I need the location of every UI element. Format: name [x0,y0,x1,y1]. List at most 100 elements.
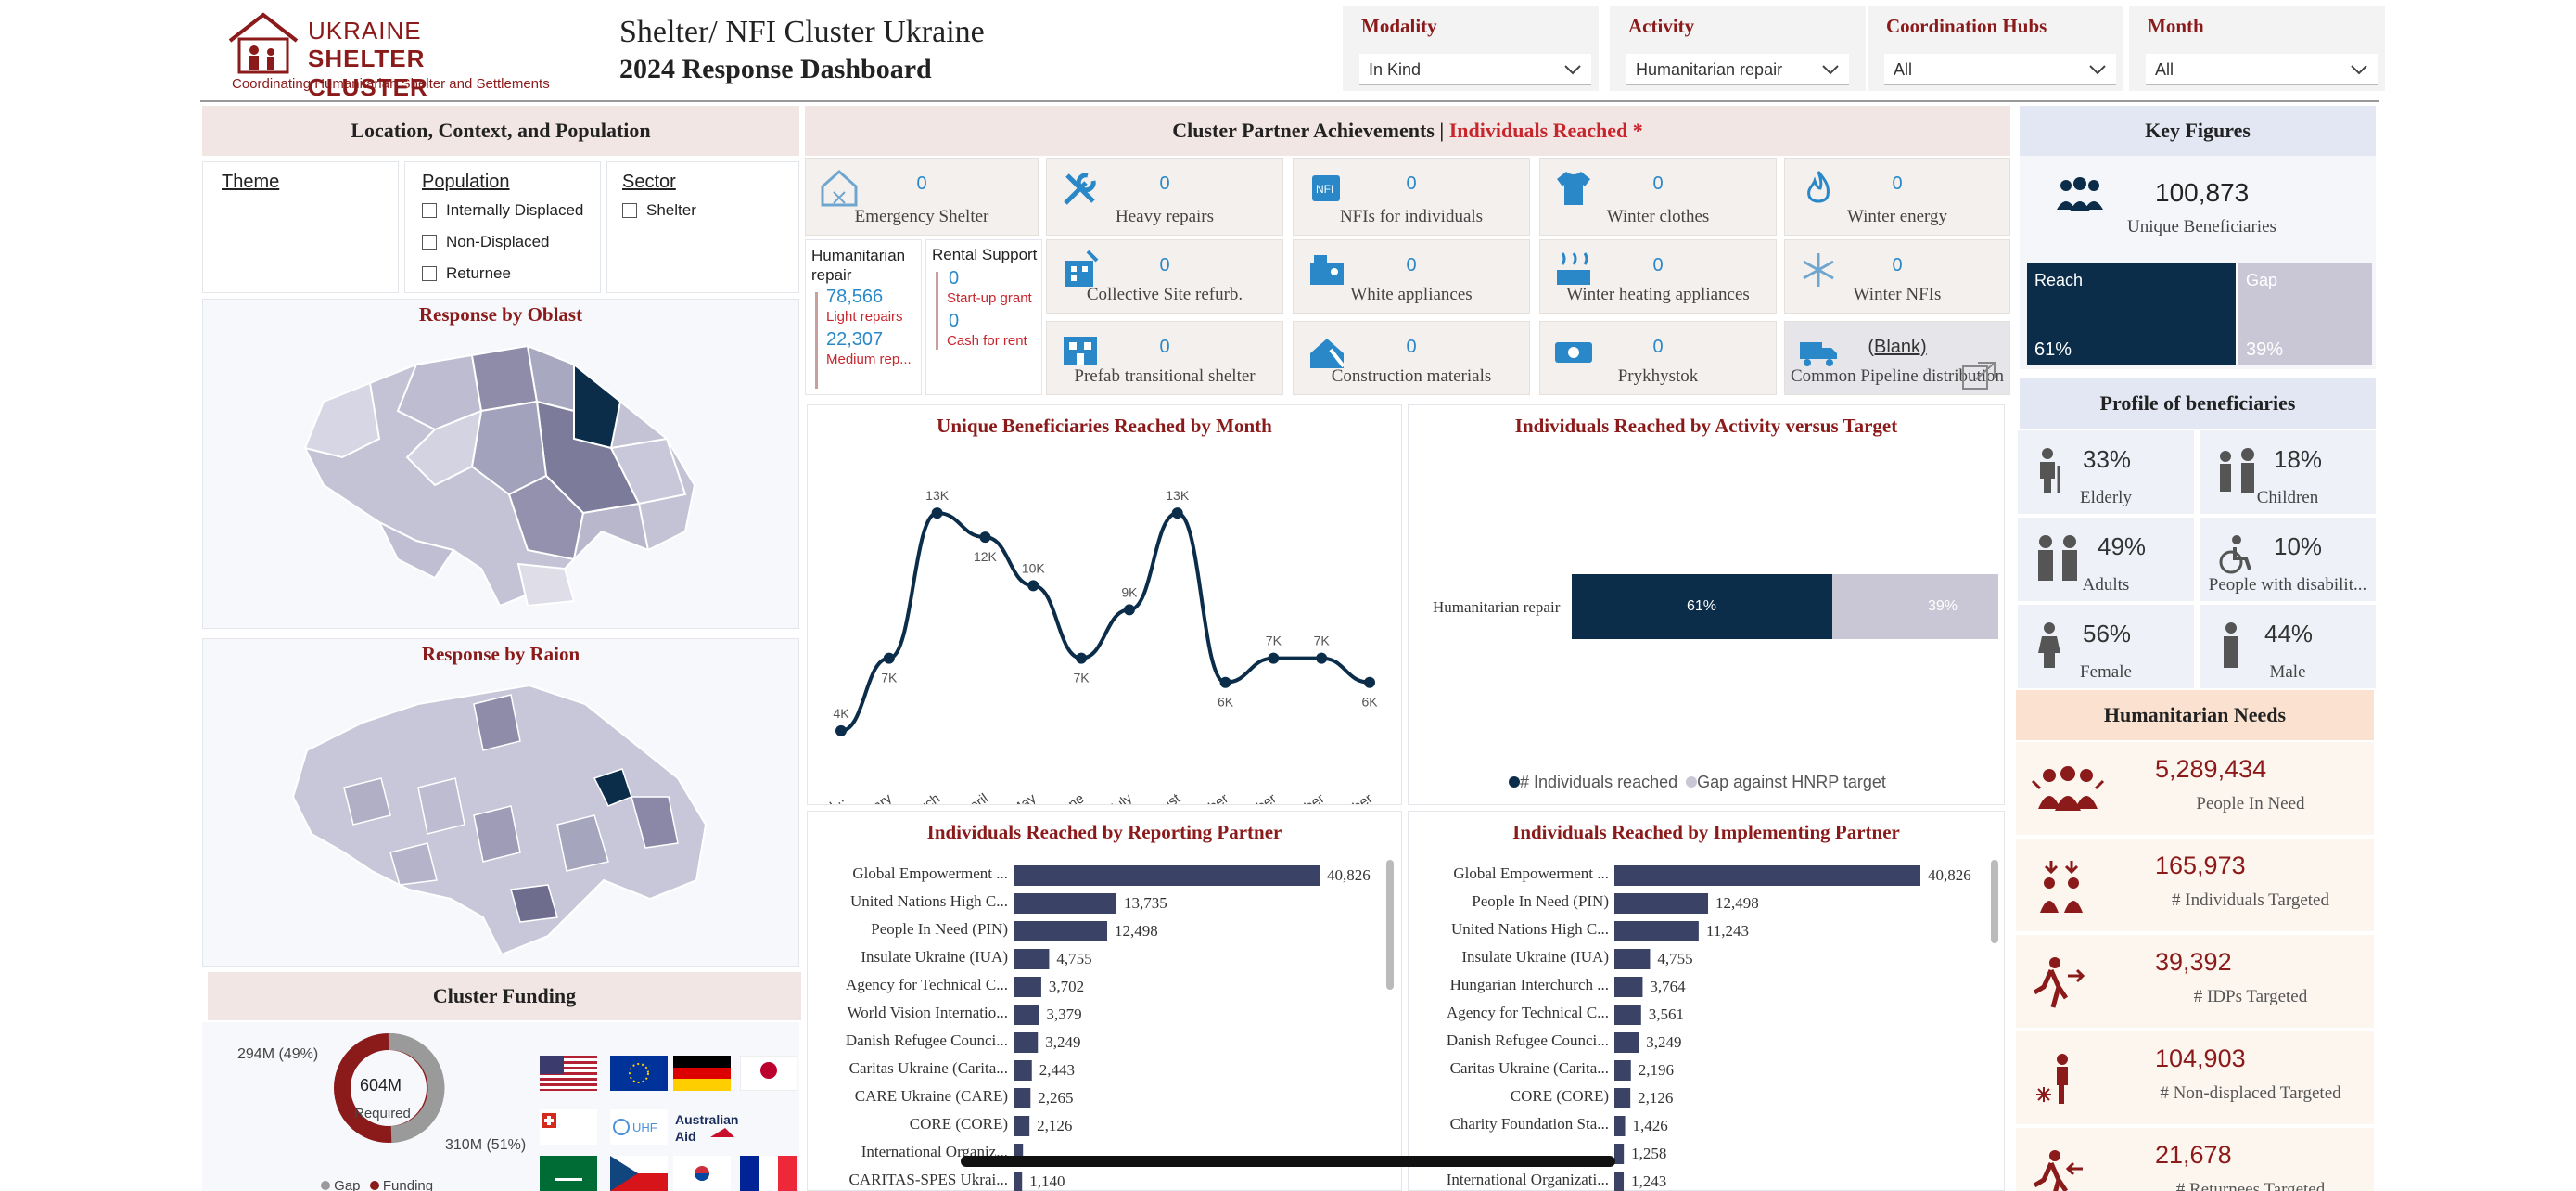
bar[interactable] [1614,1032,1639,1053]
tile-winter-clothes[interactable]: 0 Winter clothes [1539,158,1777,236]
reach-gap-bar[interactable]: Reach 61% Gap 39% [2027,263,2372,365]
tile-winter-heating[interactable]: 0 Winter heating appliances [1539,239,1777,314]
bar[interactable] [1614,1060,1631,1081]
bar[interactable] [1014,1088,1031,1108]
bar[interactable] [1014,865,1320,886]
bar[interactable] [1614,1088,1631,1108]
need-value: 165,973 [2155,852,2246,879]
expand-icon[interactable] [1961,359,1998,392]
bar[interactable] [1014,921,1108,941]
bar[interactable] [1014,1144,1024,1164]
tile-prefab-shelter[interactable]: 0 Prefab transitional shelter [1046,321,1283,395]
tile-nfis-individuals[interactable]: NFI 0 NFIs for individuals [1293,158,1530,236]
data-point[interactable] [1123,604,1135,616]
value-label: 11,243 [1706,922,1749,940]
filter-dropdown[interactable]: Humanitarian repair [1626,54,1849,85]
chevron-down-icon [1564,65,1581,75]
funding-donut[interactable] [328,1028,449,1148]
checkbox[interactable] [622,203,637,218]
theme-slicer[interactable]: Theme [202,161,399,293]
bar[interactable] [1014,949,1050,969]
filter-activity[interactable]: Activity Humanitarian repair [1610,6,1866,91]
bar[interactable] [1614,865,1920,886]
legend-gap: Gap against HNRP target [1697,773,1886,791]
data-point[interactable] [1219,676,1231,688]
bar[interactable] [1014,1116,1030,1136]
legend-gap: Gap [334,1178,361,1191]
rental-support-card[interactable]: Rental Support 0 Start-up grant 0 Cash f… [925,239,1042,395]
bar[interactable] [1014,977,1041,997]
data-point[interactable] [835,724,847,736]
filter-dropdown[interactable]: In Kind [1359,54,1591,85]
bar[interactable] [1614,921,1699,941]
sector-slicer[interactable]: Sector Shelter [606,161,799,293]
filter-coordination-hubs[interactable]: Coordination Hubs All [1868,6,2123,91]
reach-block[interactable] [2027,263,2238,365]
bar[interactable] [1014,893,1117,914]
population-option[interactable]: Non-Displaced [422,233,550,251]
tile-emergency-shelter[interactable]: 0 Emergency Shelter [805,158,1039,236]
checkbox[interactable] [422,266,437,281]
bar[interactable] [1614,1172,1625,1191]
data-point[interactable] [1364,676,1375,688]
data-point[interactable] [883,652,895,664]
tile-collective-site[interactable]: 0 Collective Site refurb. [1046,239,1283,314]
data-point[interactable] [931,507,943,519]
reporting-bar-chart[interactable]: Global Empowerment ... 40,826 United Natio… [808,852,1383,1191]
category-label: Danish Refugee Counci... [1447,1031,1609,1049]
filter-dropdown[interactable]: All [2146,54,2378,85]
bar[interactable] [1614,949,1651,969]
filter-month[interactable]: Month All [2129,6,2385,91]
tile-construction-materials[interactable]: 0 Construction materials [1293,321,1530,395]
bar[interactable] [1014,1032,1039,1053]
bar[interactable] [1614,977,1643,997]
bar[interactable] [1614,1144,1625,1164]
oblast-map[interactable] [296,337,704,606]
truck-icon [1800,342,1837,366]
raion-map[interactable] [288,676,715,954]
scrollbar[interactable] [1386,860,1394,990]
horizontal-scrollbar[interactable] [961,1156,1615,1167]
data-point[interactable] [1171,507,1183,519]
data-label: 6K [1218,695,1234,710]
tile-heavy-repairs[interactable]: 0 Heavy repairs [1046,158,1283,236]
tile-winter-nfis[interactable]: 0 Winter NFIs [1784,239,2010,314]
bar[interactable] [1014,1172,1023,1191]
checkbox[interactable] [422,203,437,218]
category-label: Insulate Ukraine (IUA) [861,948,1008,966]
scrollbar[interactable] [1991,860,1998,943]
tile-winter-energy[interactable]: 0 Winter energy [1784,158,2010,236]
activity-bar-track[interactable]: 61% 39% [1572,574,1998,639]
returnee-icon [2033,1150,2083,1191]
legend-dot [1509,776,1520,788]
population-option[interactable]: Returnee [422,264,511,283]
data-point[interactable] [1076,652,1088,664]
population-slicer[interactable]: Population Internally Displaced Non-Disp… [404,161,601,293]
data-point[interactable] [1316,652,1328,664]
bar[interactable] [1614,893,1709,914]
value-label: 4,755 [1056,950,1091,967]
data-label: 9K [1121,584,1138,599]
filter-dropdown[interactable]: All [1884,54,2116,85]
page-subtitle: 2024 Response Dashboard [619,54,932,84]
tile-common-pipeline[interactable]: (Blank) Common Pipeline distribution [1784,321,2010,395]
filter-modality[interactable]: Modality In Kind [1343,6,1599,91]
sector-option[interactable]: Shelter [622,201,696,220]
tile-white-appliances[interactable]: 0 White appliances [1293,239,1530,314]
data-point[interactable] [979,531,991,544]
profile-label: Children [2256,488,2319,507]
tile-prykhystok[interactable]: 0 Prykhystok [1539,321,1777,395]
humanitarian-repair-card[interactable]: Humanitarian repair 78,566 Light repairs… [805,239,922,395]
checkbox[interactable] [422,235,437,250]
reach-segment[interactable] [1572,574,1832,639]
line-chart[interactable]: 4K Janu... 7K February 13K March 12K April 10K Ma… [808,442,1403,804]
data-point[interactable] [1027,580,1039,592]
bar[interactable] [1614,1005,1641,1025]
population-option[interactable]: Internally Displaced [422,201,583,220]
data-point[interactable] [1268,652,1280,664]
bar[interactable] [1014,1005,1039,1025]
implementing-bar-chart[interactable]: Global Empowerment ... 40,826 People In Ne… [1409,852,1983,1191]
bar[interactable] [1014,1060,1032,1081]
bar[interactable] [1614,1116,1626,1136]
filter-value: All [2155,60,2174,79]
